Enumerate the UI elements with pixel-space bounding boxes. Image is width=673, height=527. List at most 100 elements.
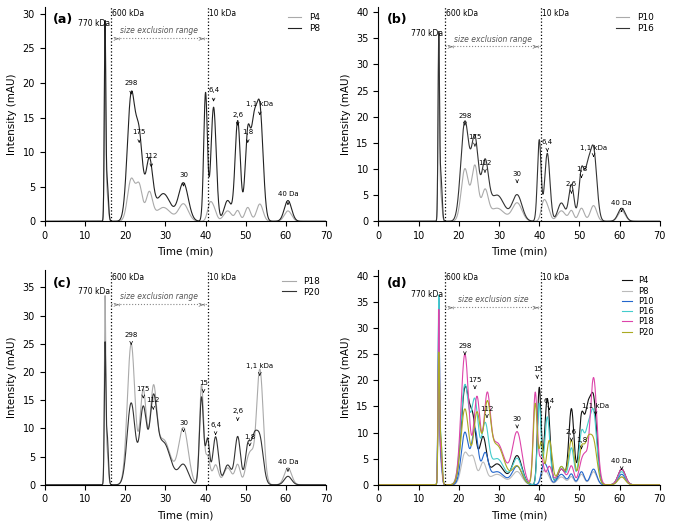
Text: 175: 175 [468,134,482,146]
P20 [40,482,48,488]
Text: 600 kDa: 600 kDa [446,9,478,18]
P18 [476,421,485,427]
P18 [435,306,443,313]
Text: 175: 175 [468,377,482,388]
Text: 30: 30 [179,419,188,432]
P16 [476,171,485,178]
P4 [374,482,382,488]
P20 [143,421,151,427]
P8 [207,140,215,146]
Text: 15: 15 [533,366,542,378]
P4 [583,402,591,408]
Text: 10 kDa: 10 kDa [209,272,236,281]
P20 [219,470,227,476]
P8 [322,218,330,225]
P16 [656,218,664,225]
Line: P8: P8 [44,21,326,221]
P10 [435,31,443,37]
P8 [143,165,151,171]
Text: 40 Da: 40 Da [611,458,632,470]
Text: 112: 112 [147,397,160,409]
Text: 2,6: 2,6 [566,429,577,441]
P10 [553,475,561,482]
Text: 40 Da: 40 Da [278,191,298,204]
Legend: P4, P8: P4, P8 [286,12,322,35]
P18 [598,477,606,483]
Line: P20: P20 [378,352,660,485]
P10 [553,212,561,218]
P16 [541,435,549,441]
Line: P8: P8 [378,336,660,485]
P18 [207,467,215,473]
Text: 6,4: 6,4 [210,422,221,434]
Text: 600 kDa: 600 kDa [112,9,145,18]
X-axis label: Time (min): Time (min) [157,510,213,520]
P8 [583,479,591,485]
Text: >‹: >‹ [532,304,540,310]
Text: 10 kDa: 10 kDa [542,9,569,18]
X-axis label: Time (min): Time (min) [491,510,547,520]
Line: P16: P16 [378,295,660,485]
P20 [322,482,330,488]
P4 [250,214,258,220]
P4 [388,482,396,488]
Text: >‹: >‹ [446,43,454,49]
Text: size exclusion range: size exclusion range [454,35,532,44]
Text: 298: 298 [458,343,472,355]
Line: P16: P16 [378,32,660,221]
P10 [541,197,549,203]
Text: 2,6: 2,6 [232,408,243,421]
P8 [476,464,485,470]
P10 [435,295,443,301]
Line: P4: P4 [44,24,326,221]
P8 [388,482,396,488]
P18 [264,477,273,483]
P10 [388,218,396,225]
P18 [656,482,664,488]
Text: 1,1 kDa: 1,1 kDa [580,145,607,157]
Text: 1,8: 1,8 [576,165,587,178]
P4 [40,218,48,225]
Text: 40 Da: 40 Da [278,459,298,471]
P20 [583,435,591,441]
P20 [541,461,549,467]
Text: 770 kDa: 770 kDa [411,30,444,38]
Y-axis label: Intensity (mAU): Intensity (mAU) [7,73,17,155]
P20 [250,431,258,437]
Legend: P4, P8, P10, P16, P18, P20: P4, P8, P10, P16, P18, P20 [620,275,656,338]
Text: 770 kDa: 770 kDa [77,287,110,296]
Text: 1,8: 1,8 [242,129,253,142]
Text: 30: 30 [179,172,188,186]
P8 [264,215,273,221]
P4 [55,218,63,225]
Text: 15: 15 [199,380,208,392]
Line: P4: P4 [378,333,660,485]
Y-axis label: Intensity (mAU): Intensity (mAU) [341,337,351,418]
P4 [656,482,664,488]
P16 [583,160,591,166]
P4 [207,199,215,205]
P8 [219,207,227,213]
Text: (d): (d) [387,277,408,290]
P18 [40,482,48,488]
Text: >‹: >‹ [198,301,207,307]
P10 [583,477,591,484]
Text: 298: 298 [458,113,472,125]
Text: 40 Da: 40 Da [611,200,632,211]
P4 [476,441,485,447]
Text: 2,6: 2,6 [566,181,577,193]
P16 [435,28,443,35]
P8 [553,477,561,483]
P8 [598,481,606,487]
Text: 175: 175 [137,386,150,398]
P10 [476,457,485,464]
Text: 600 kDa: 600 kDa [112,272,145,281]
Text: 30: 30 [513,416,522,428]
Text: 10 kDa: 10 kDa [542,272,569,281]
P18 [553,472,561,479]
P4 [435,330,443,336]
Text: 1,8: 1,8 [576,437,587,448]
P8 [250,112,258,119]
P16 [388,482,396,488]
Text: (a): (a) [53,13,73,26]
